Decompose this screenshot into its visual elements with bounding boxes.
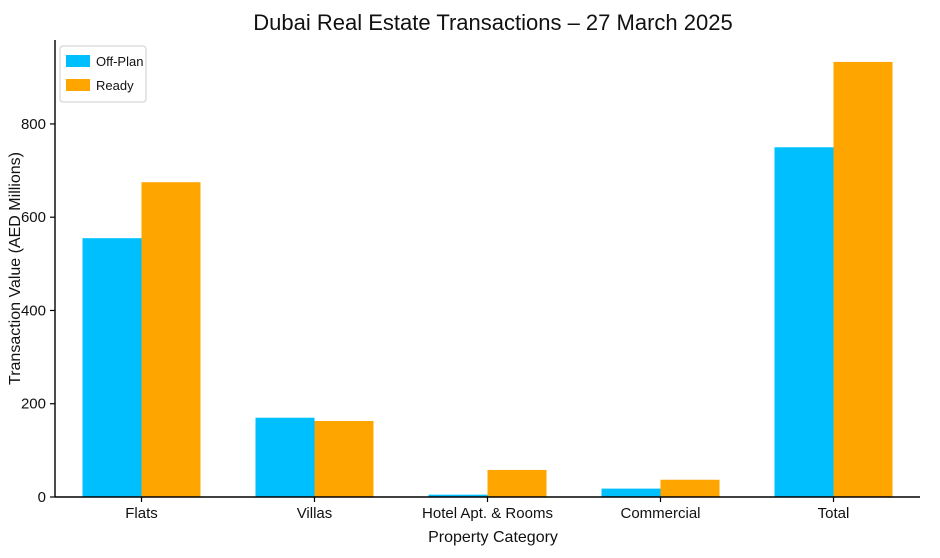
- bar-ready-flats: [141, 182, 201, 497]
- x-tick-label: Commercial: [620, 505, 700, 522]
- bar-ready-hotel-apt-rooms: [487, 469, 547, 497]
- y-tick-label: 800: [21, 116, 46, 133]
- y-tick-label: 600: [21, 209, 46, 226]
- y-axis-label: Transaction Value (AED Millions): [7, 152, 24, 385]
- bar-ready-villas: [314, 420, 374, 497]
- y-tick-label: 200: [21, 396, 46, 413]
- bar-off-plan-villas: [255, 417, 315, 497]
- y-tick-label: 400: [21, 302, 46, 319]
- legend-label: Ready: [96, 78, 134, 93]
- bar-ready-commercial: [660, 479, 720, 497]
- legend-swatch: [66, 79, 90, 91]
- y-tick-label: 0: [38, 489, 46, 506]
- legend-label: Off-Plan: [96, 54, 143, 69]
- bar-off-plan-flats: [82, 238, 142, 497]
- legend-swatch: [66, 55, 90, 67]
- x-tick-label: Flats: [125, 505, 158, 522]
- x-tick-label: Hotel Apt. & Rooms: [422, 505, 553, 522]
- x-tick-label: Total: [818, 505, 850, 522]
- axes-group: Flats Villas Hotel Apt. & Rooms Commercial T…: [21, 40, 920, 522]
- bar-off-plan-total: [774, 147, 834, 497]
- bar-ready-total: [833, 61, 893, 497]
- legend: Off-Plan Ready: [59, 45, 147, 103]
- bar-off-plan-hotel-apt-rooms: [428, 494, 488, 497]
- x-axis-label: Property Category: [428, 529, 558, 546]
- bar-off-plan-commercial: [601, 488, 661, 497]
- x-tick-label: Villas: [297, 505, 333, 522]
- bars-group: [82, 61, 893, 497]
- chart-title: Dubai Real Estate Transactions – 27 Marc…: [253, 10, 732, 35]
